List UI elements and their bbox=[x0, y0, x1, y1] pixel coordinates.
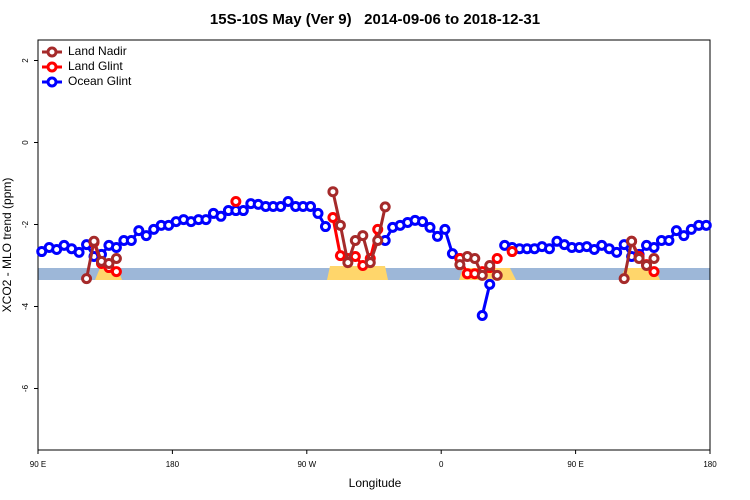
data-point bbox=[543, 243, 555, 255]
data-point bbox=[700, 219, 712, 231]
y-tick-label: -6 bbox=[21, 384, 30, 392]
data-point bbox=[103, 257, 115, 269]
data-point bbox=[334, 219, 346, 231]
legend-label: Land Glint bbox=[68, 59, 123, 73]
legend-label: Ocean Glint bbox=[68, 74, 132, 88]
data-point bbox=[626, 235, 638, 247]
data-point bbox=[319, 221, 331, 233]
data-point bbox=[125, 234, 137, 246]
data-point bbox=[484, 278, 496, 290]
x-tick-label: 90 E bbox=[567, 460, 583, 469]
data-point bbox=[110, 241, 122, 253]
data-point bbox=[446, 248, 458, 260]
data-point bbox=[476, 269, 488, 281]
data-point bbox=[670, 225, 682, 237]
x-tick-label: 180 bbox=[166, 460, 180, 469]
data-point bbox=[342, 257, 354, 269]
x-tick-label: 180 bbox=[703, 460, 717, 469]
data-point bbox=[140, 230, 152, 242]
data-point bbox=[641, 260, 653, 271]
plot-frame bbox=[37, 39, 711, 451]
data-point bbox=[81, 273, 93, 285]
legend-marker bbox=[46, 61, 58, 73]
data-point bbox=[327, 212, 339, 224]
x-tick-label: 90 W bbox=[297, 460, 316, 469]
data-point bbox=[491, 253, 503, 265]
data-point bbox=[215, 210, 227, 222]
legend-marker bbox=[46, 46, 58, 58]
data-point bbox=[327, 186, 339, 198]
data-point bbox=[275, 200, 287, 212]
data-point bbox=[431, 230, 443, 242]
data-point bbox=[364, 257, 376, 269]
data-point bbox=[633, 253, 645, 265]
legend-marker bbox=[46, 76, 58, 88]
y-tick-label: -2 bbox=[21, 220, 30, 228]
y-tick-label: 0 bbox=[21, 140, 30, 145]
data-point bbox=[200, 214, 212, 226]
data-point bbox=[454, 259, 466, 271]
data-point bbox=[648, 241, 660, 253]
data-point bbox=[110, 253, 122, 265]
data-point bbox=[491, 269, 503, 281]
data-point bbox=[88, 235, 100, 247]
data-point bbox=[73, 246, 85, 258]
data-point bbox=[282, 196, 294, 208]
y-tick-label: -4 bbox=[21, 302, 30, 310]
data-point bbox=[417, 216, 429, 228]
data-point bbox=[469, 253, 481, 265]
data-point bbox=[312, 207, 324, 219]
data-point bbox=[484, 260, 496, 271]
y-axis-label: XCO2 - MLO trend (ppm) bbox=[0, 178, 14, 313]
data-point bbox=[648, 253, 660, 265]
land-mask bbox=[38, 266, 710, 280]
data-point bbox=[133, 225, 145, 237]
data-point bbox=[305, 200, 317, 212]
land-patch bbox=[327, 266, 388, 280]
y-tick-label: 2 bbox=[21, 58, 30, 63]
data-point bbox=[648, 266, 660, 278]
data-point bbox=[618, 273, 630, 285]
legend-label: Land Nadir bbox=[68, 44, 127, 58]
data-point bbox=[611, 246, 623, 258]
data-point bbox=[372, 234, 384, 246]
data-point bbox=[349, 234, 361, 246]
data-point bbox=[424, 221, 436, 233]
x-tick-label: 90 E bbox=[30, 460, 46, 469]
series bbox=[36, 196, 712, 322]
data-point bbox=[230, 196, 242, 208]
series bbox=[81, 186, 660, 285]
data-point bbox=[237, 205, 249, 217]
data-point bbox=[678, 230, 690, 242]
x-tick-label: 0 bbox=[439, 460, 444, 469]
data-point bbox=[349, 250, 361, 262]
data-point bbox=[506, 246, 518, 258]
x-axis-label: Longitude bbox=[349, 476, 402, 490]
data-point bbox=[110, 266, 122, 278]
data-point bbox=[439, 223, 451, 235]
chart-title: 15S-10S May (Ver 9) 2014-09-06 to 2018-1… bbox=[210, 11, 540, 28]
data-point bbox=[663, 234, 675, 246]
data-point bbox=[476, 310, 488, 322]
data-point bbox=[357, 230, 369, 242]
data-point bbox=[379, 201, 391, 213]
